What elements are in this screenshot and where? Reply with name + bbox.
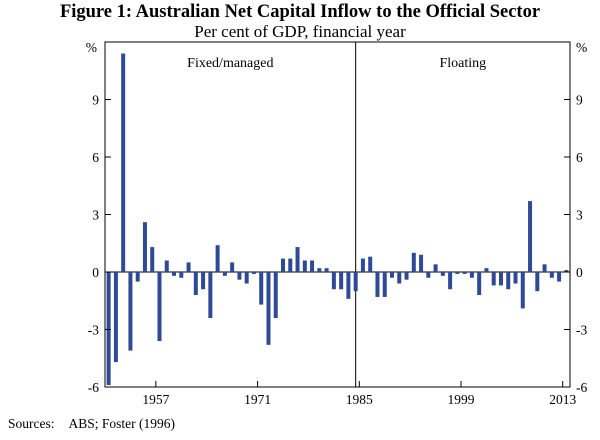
bar <box>520 272 525 309</box>
bar <box>549 272 554 278</box>
axis-ticks <box>105 99 570 388</box>
bar <box>324 268 329 272</box>
bar <box>339 272 344 290</box>
bar <box>389 272 394 278</box>
bar <box>484 268 489 272</box>
regime-label-fixed: Fixed/managed <box>187 56 273 71</box>
y-tick-label-right: 6 <box>576 150 583 165</box>
bar <box>564 270 569 272</box>
bar <box>142 222 147 272</box>
bar <box>208 272 213 318</box>
chart-subtitle: Per cent of GDP, financial year <box>194 22 406 41</box>
bar <box>266 272 271 345</box>
bar <box>353 272 358 292</box>
bar <box>375 272 380 297</box>
bar <box>433 264 438 272</box>
bar <box>230 262 235 272</box>
y-tick-label-left: 3 <box>92 208 99 223</box>
source-note: Sources: ABS; Foster (1996) <box>8 416 175 432</box>
y-tick-label-right: -6 <box>576 380 587 395</box>
bar <box>302 260 307 272</box>
bar <box>491 272 496 286</box>
bar <box>360 258 365 272</box>
bar <box>542 264 547 272</box>
bar <box>455 272 460 274</box>
y-tick-label-left: 6 <box>92 150 99 165</box>
bar <box>157 272 162 341</box>
bar <box>469 272 474 278</box>
x-tick-label: 1985 <box>346 392 373 407</box>
bar <box>310 260 315 272</box>
bar <box>448 272 453 290</box>
bar <box>382 272 387 297</box>
bar <box>528 201 533 272</box>
bar <box>411 252 416 272</box>
source-label: Sources: <box>8 416 55 431</box>
bar <box>273 272 278 318</box>
bar <box>404 272 409 280</box>
bar <box>288 258 293 272</box>
bar <box>215 245 220 272</box>
y-tick-label-right: 9 <box>576 93 583 108</box>
axis-labels: -6 -6 -3 -3 0 0 3 3 6 6 9 9% % 1957 1971 1985 1999 2013 Fi… <box>86 40 588 407</box>
bar <box>113 272 118 363</box>
bar <box>317 268 322 272</box>
bar <box>179 272 184 278</box>
bar <box>419 254 424 272</box>
bar <box>135 272 140 282</box>
bar-series <box>106 53 569 386</box>
bar <box>397 272 402 284</box>
y-tick-label-right: 0 <box>576 265 583 280</box>
x-tick-label: 1957 <box>142 392 169 407</box>
bar <box>331 272 336 290</box>
y-tick-label-right: -3 <box>576 323 587 338</box>
bar <box>128 272 133 351</box>
y-tick-label-right: 3 <box>576 208 583 223</box>
bar <box>237 272 242 280</box>
x-tick-label: 2013 <box>549 392 576 407</box>
y-unit-left: % <box>86 40 97 55</box>
y-tick-label-left: -3 <box>88 323 99 338</box>
bar <box>201 272 206 290</box>
bar <box>477 272 482 295</box>
y-unit-right: % <box>576 40 587 55</box>
bar <box>172 272 177 276</box>
x-tick-label: 1999 <box>448 392 475 407</box>
bar <box>193 272 198 295</box>
bar <box>259 272 264 305</box>
plot-frame <box>104 41 571 388</box>
bar <box>535 272 540 292</box>
plot-border <box>104 41 571 388</box>
bar <box>440 272 445 276</box>
bar <box>462 272 467 274</box>
x-tick-label: 1971 <box>244 392 271 407</box>
bar <box>244 272 249 284</box>
bar <box>557 272 562 282</box>
bar <box>295 247 300 272</box>
bar <box>513 272 518 284</box>
bar <box>368 256 373 272</box>
source-text: ABS; Foster (1996) <box>68 416 176 431</box>
bar <box>186 262 191 272</box>
bar <box>426 272 431 278</box>
regime-label-floating: Floating <box>439 56 486 71</box>
bar <box>506 272 511 290</box>
chart-title: Figure 1: Australian Net Capital Inflow … <box>59 2 541 22</box>
y-tick-label-left: 9 <box>92 93 99 108</box>
bar <box>281 258 286 272</box>
bar <box>164 260 169 272</box>
bar <box>222 272 227 276</box>
bar <box>251 272 256 274</box>
bar <box>498 272 503 286</box>
y-tick-label-left: -6 <box>88 380 99 395</box>
bar <box>150 247 155 272</box>
y-tick-label-left: 0 <box>92 265 99 280</box>
bar <box>346 272 351 299</box>
bar <box>106 272 111 386</box>
bar <box>121 53 126 272</box>
